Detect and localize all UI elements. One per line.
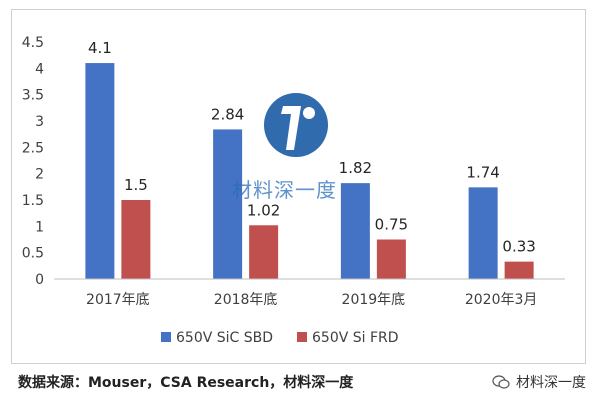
wechat-account: 材料深一度: [492, 372, 586, 392]
y-tick-label: 1: [35, 219, 44, 235]
bar: [249, 225, 279, 279]
data-label: 1.74: [466, 163, 499, 181]
data-label: 1.02: [247, 201, 280, 219]
y-tick-label: 0.5: [22, 246, 44, 262]
data-labels: 4.1 1.5 2.84 1.02 1.82 0.75 1.74 0.33: [88, 39, 536, 256]
y-tick-label: 4: [35, 61, 44, 77]
y-tick-label: 3: [35, 114, 44, 130]
bar: [468, 187, 498, 279]
bar: [504, 261, 534, 279]
data-label: 0.33: [502, 238, 535, 256]
data-label: 2.84: [211, 105, 244, 123]
bar: [376, 239, 406, 279]
bar: [121, 200, 151, 279]
logo-circle-icon: [264, 93, 328, 157]
wechat-icon: [492, 375, 510, 389]
data-label: 0.75: [375, 216, 408, 234]
data-label: 1.5: [124, 176, 148, 194]
x-tick-label: 2020年3月: [465, 292, 538, 308]
bars: [85, 63, 534, 279]
x-axis: 2017年底 2018年底 2019年底 2020年3月: [54, 278, 565, 308]
y-tick-label: 2.5: [22, 140, 44, 156]
data-label: 4.1: [88, 39, 112, 57]
wechat-label: 材料深一度: [516, 375, 586, 391]
source-note: 数据来源：Mouser，CSA Research，材料深一度: [18, 375, 354, 391]
legend-swatch: [297, 332, 307, 342]
y-axis: 0 0.5 1 1.5 2 2.5 3 3.5 4 4.5: [22, 35, 44, 288]
bar: [213, 129, 243, 279]
y-tick-label: 0: [35, 272, 44, 288]
x-tick-label: 2019年底: [342, 292, 406, 308]
data-label: 1.82: [339, 159, 372, 177]
y-tick-label: 1.5: [22, 193, 44, 209]
legend-swatch: [161, 332, 171, 342]
y-tick-label: 2: [35, 167, 44, 183]
legend-label: 650V SiC SBD: [176, 330, 273, 346]
y-tick-label: 4.5: [22, 35, 44, 51]
y-tick-label: 3.5: [22, 88, 44, 104]
legend: 650V SiC SBD 650V Si FRD: [161, 330, 399, 346]
x-tick-label: 2018年底: [214, 292, 278, 308]
watermark-text: 材料深一度: [232, 178, 337, 202]
legend-label: 650V Si FRD: [312, 330, 399, 346]
bar: [85, 63, 115, 279]
bar: [340, 183, 370, 279]
x-tick-label: 2017年底: [86, 292, 150, 308]
